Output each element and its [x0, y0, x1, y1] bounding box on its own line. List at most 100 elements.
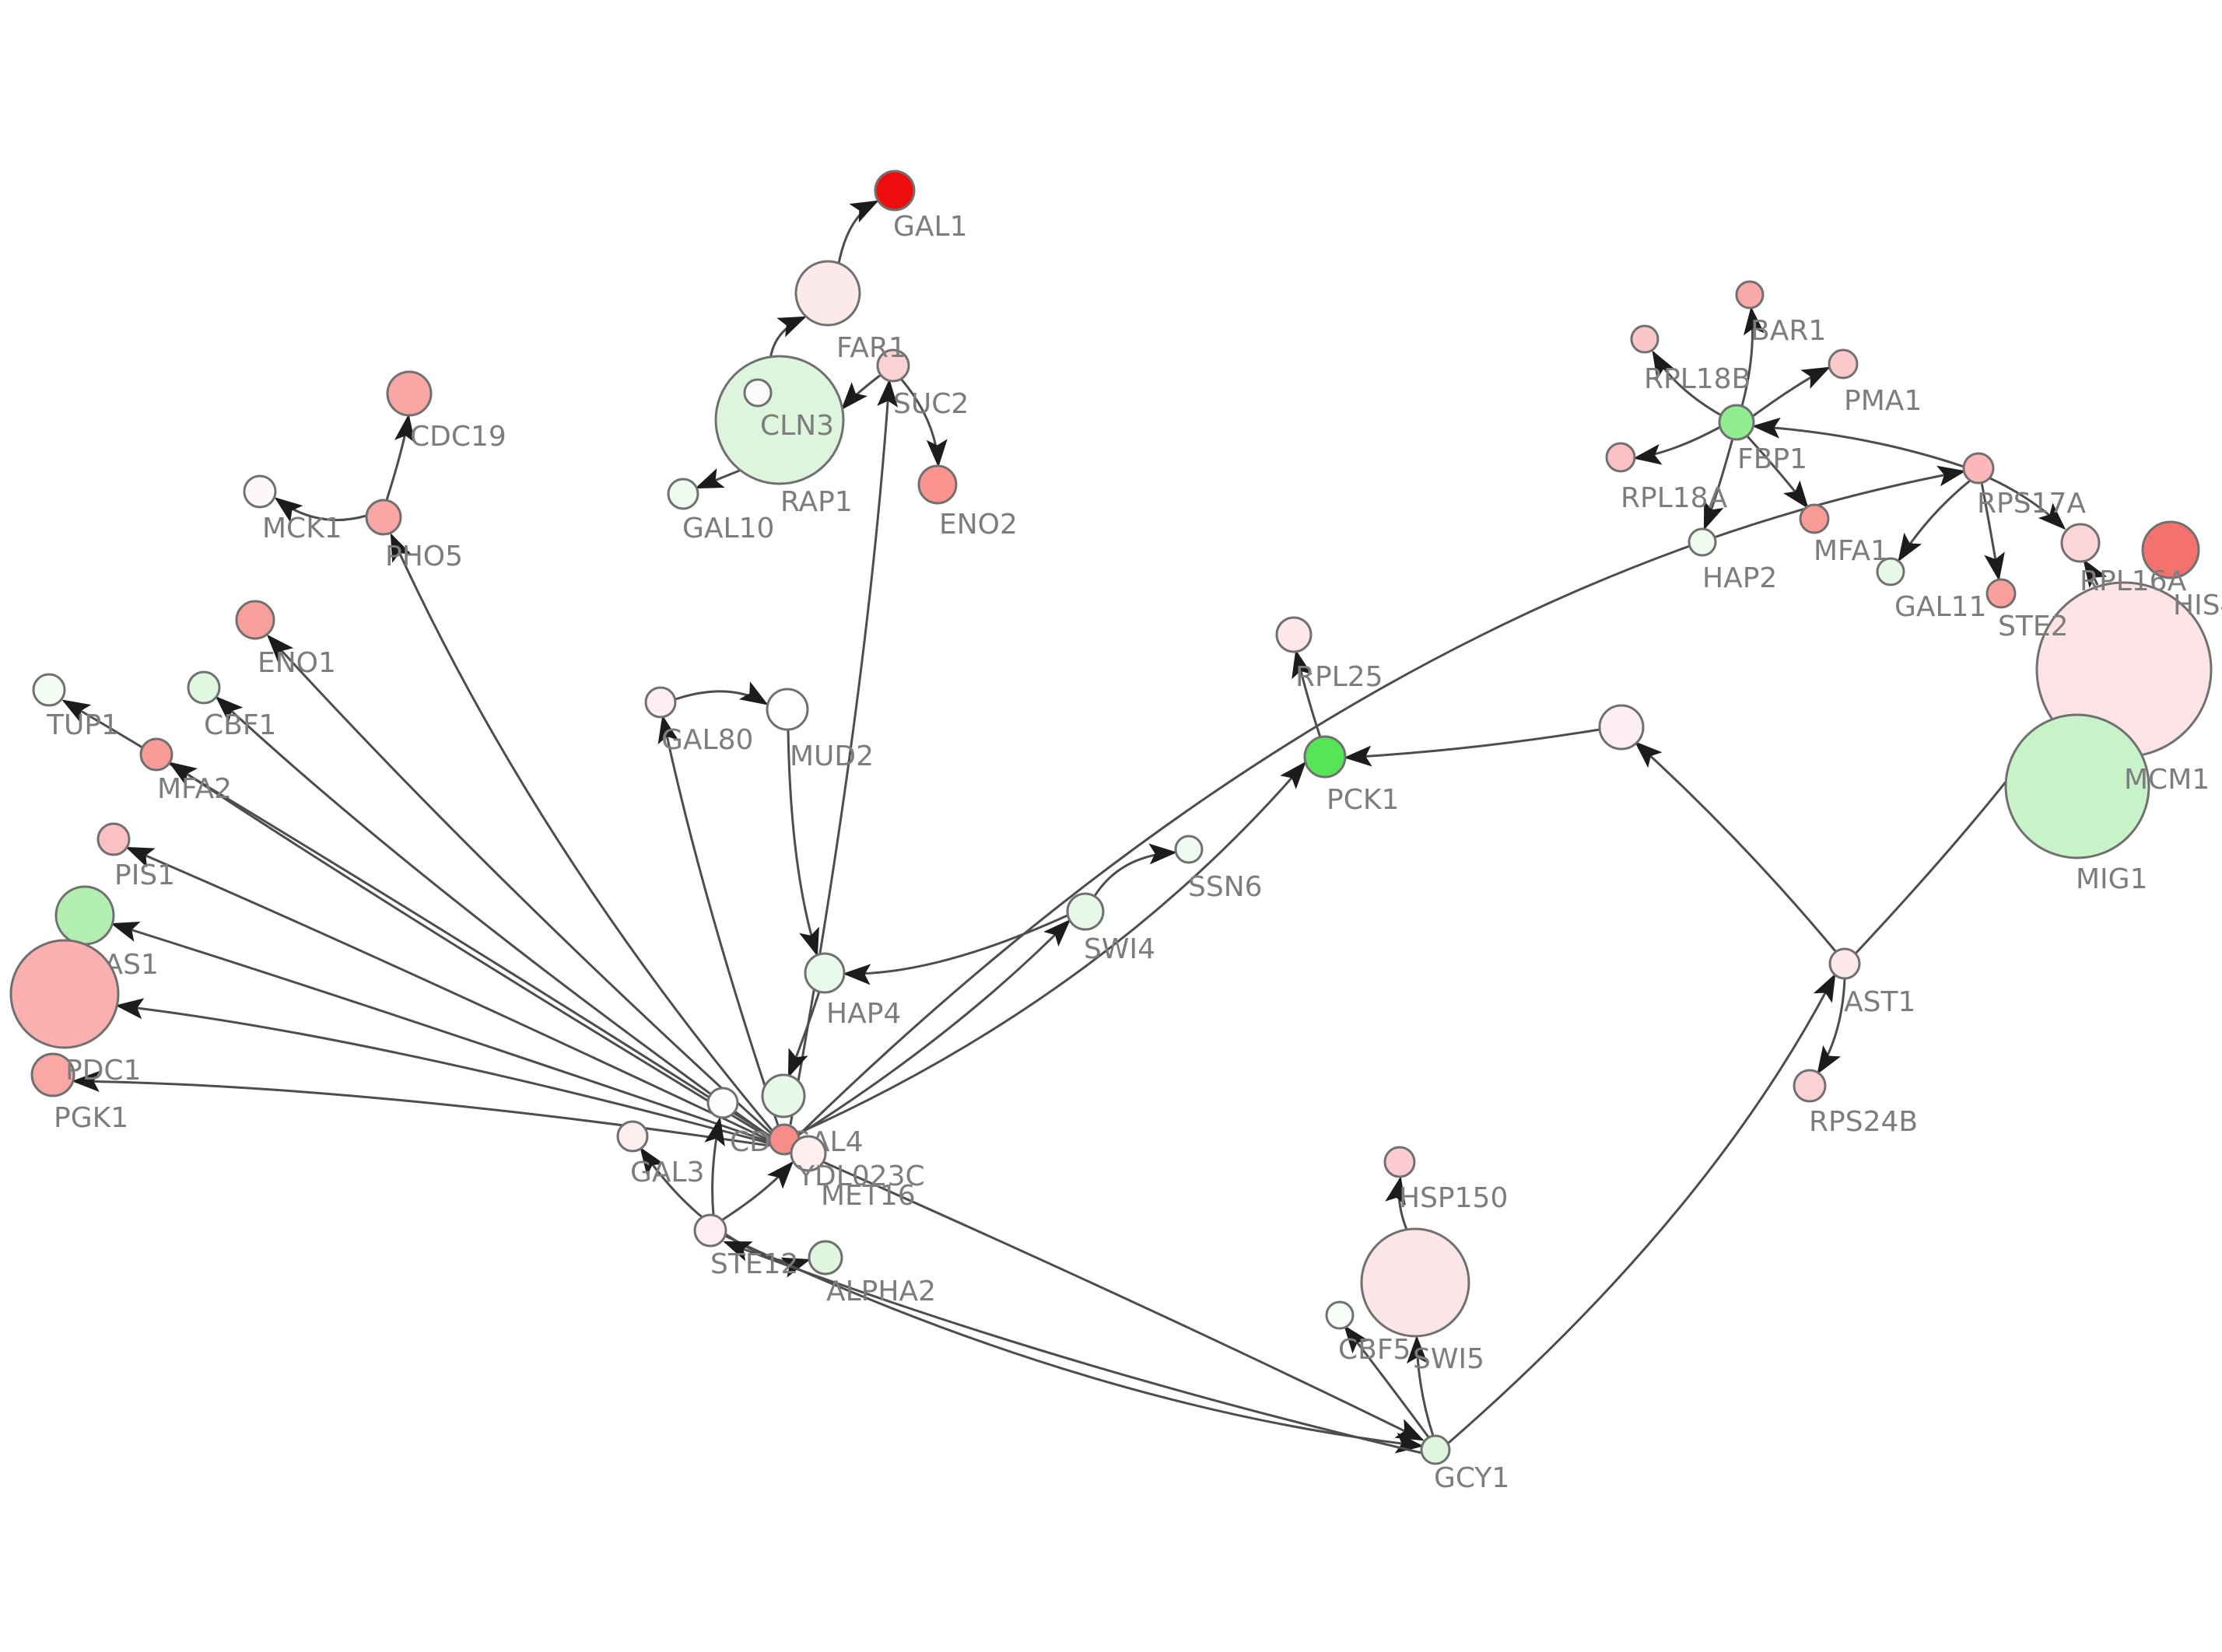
- node-pho5[interactable]: [365, 499, 402, 536]
- node-hap4[interactable]: [804, 952, 846, 994]
- node-rps24b[interactable]: [1793, 1069, 1827, 1103]
- edge-fbp1-bar1[interactable]: [1740, 306, 1765, 407]
- node-gal4[interactable]: [761, 1073, 806, 1118]
- node-gal11[interactable]: [1876, 557, 1905, 586]
- node-rpl16a[interactable]: [2060, 523, 2101, 563]
- edge-ydl023c-mfa2[interactable]: [168, 761, 770, 1139]
- edge-ydl023c-cbf1[interactable]: [215, 695, 770, 1138]
- edge-rps17a-rpl16a[interactable]: [1989, 477, 2066, 530]
- node-far1[interactable]: [794, 260, 861, 327]
- node-cbf1[interactable]: [187, 670, 221, 705]
- edge-ste12-met16[interactable]: [722, 1160, 794, 1221]
- node-unlabeled1[interactable]: [1598, 704, 1645, 751]
- edge-ste12-gcy1[interactable]: [724, 1234, 1424, 1454]
- edge-far1-gal1[interactable]: [837, 200, 879, 264]
- edge-suc2-eno2[interactable]: [899, 378, 948, 467]
- node-ste12[interactable]: [693, 1213, 727, 1248]
- node-ast1[interactable]: [1828, 947, 1861, 980]
- edge-gcy1-cbf5[interactable]: [1344, 1325, 1431, 1439]
- node-gcy1[interactable]: [1420, 1434, 1451, 1465]
- node-rap1[interactable]: [743, 378, 773, 408]
- node-pis1[interactable]: [96, 822, 131, 856]
- edge-swi4-ssn6[interactable]: [1093, 843, 1177, 897]
- edge-ydl023c-swi4[interactable]: [797, 919, 1071, 1137]
- edge-ydl023c-ras1[interactable]: [110, 922, 770, 1143]
- edge-ydl023c-pck1[interactable]: [797, 761, 1306, 1135]
- edge-ste12-cdc[interactable]: [704, 1117, 725, 1216]
- node-rps17a[interactable]: [1962, 452, 1995, 485]
- edge-ydl023c-suc2[interactable]: [789, 379, 899, 1125]
- edge-ydl023c-gcy1[interactable]: [794, 1148, 1425, 1441]
- edge-gcy1-ste12[interactable]: [723, 1241, 1422, 1454]
- node-mfa2[interactable]: [139, 737, 173, 772]
- edge-fbp1-rpl18a[interactable]: [1633, 425, 1721, 465]
- edge-fbp1-hap2[interactable]: [1703, 438, 1734, 530]
- node-eno1[interactable]: [235, 600, 275, 640]
- edge-gcy1-swi5[interactable]: [1407, 1335, 1435, 1437]
- node-ssn6[interactable]: [1174, 835, 1204, 864]
- node-mig1[interactable]: [2004, 713, 2150, 859]
- node-cdc[interactable]: [706, 1087, 739, 1119]
- edge-pck1-rpl25[interactable]: [1291, 649, 1322, 738]
- edge-fbp1-pma1[interactable]: [1752, 366, 1831, 418]
- node-pma1[interactable]: [1828, 348, 1859, 380]
- edge-ydl023c-eno1[interactable]: [266, 634, 773, 1135]
- node-mfa1[interactable]: [1799, 503, 1830, 534]
- edge-fbp1-rpl18b[interactable]: [1652, 350, 1723, 418]
- edge-hap4-gal4[interactable]: [787, 991, 821, 1078]
- node-cbf5[interactable]: [1325, 1300, 1355, 1330]
- node-swi4[interactable]: [1066, 892, 1105, 931]
- edge-ydl023c-pgk1[interactable]: [72, 1070, 770, 1147]
- node-hsp150[interactable]: [1383, 1146, 1416, 1178]
- edge-ste12-gal3[interactable]: [640, 1146, 705, 1220]
- edge-ast1-unlabeled1[interactable]: [1634, 740, 1838, 953]
- node-tup1[interactable]: [32, 673, 66, 707]
- edge-gal80-mud2[interactable]: [675, 681, 769, 705]
- edge-ast1-rps24b[interactable]: [1817, 978, 1846, 1075]
- node-suc2[interactable]: [876, 348, 910, 383]
- edge-ydl023c-gal80[interactable]: [657, 715, 780, 1126]
- node-ras1[interactable]: [54, 885, 115, 946]
- node-met16[interactable]: [790, 1135, 827, 1172]
- edge-pho5-cdc19[interactable]: [385, 414, 415, 501]
- edge-ydl023c-rps17a[interactable]: [797, 465, 1966, 1136]
- node-rpl25[interactable]: [1275, 616, 1313, 653]
- edge-cln3-far1[interactable]: [769, 316, 807, 360]
- edge-mcm1-rpl16a[interactable]: [2083, 558, 2108, 589]
- node-pdc1[interactable]: [9, 939, 120, 1049]
- node-pck1[interactable]: [1303, 735, 1347, 779]
- edge-gcy1-ast1[interactable]: [1448, 973, 1836, 1444]
- edge-rps17a-gal11[interactable]: [1898, 479, 1971, 562]
- node-pgk1[interactable]: [30, 1052, 75, 1097]
- node-his4[interactable]: [2141, 520, 2200, 579]
- node-alpha2[interactable]: [808, 1240, 843, 1276]
- node-fbp1[interactable]: [1718, 404, 1755, 441]
- edge-rps17a-fbp1[interactable]: [1752, 417, 1964, 468]
- node-hap2[interactable]: [1688, 527, 1717, 557]
- edge-suc2-cln3[interactable]: [841, 373, 881, 411]
- node-mud2[interactable]: [766, 688, 809, 731]
- edge-ydl023c-pho5[interactable]: [390, 533, 773, 1131]
- edge-ydl023c-pis1[interactable]: [125, 846, 770, 1142]
- node-bar1[interactable]: [1735, 280, 1765, 310]
- node-rpl18a[interactable]: [1605, 442, 1636, 473]
- edge-mud2-hap4[interactable]: [787, 729, 819, 957]
- node-cdc19[interactable]: [386, 370, 433, 417]
- edge-cln3-gal10[interactable]: [695, 468, 742, 489]
- node-ste2[interactable]: [1985, 578, 2017, 609]
- node-swi5[interactable]: [1360, 1227, 1470, 1338]
- node-gal3[interactable]: [616, 1120, 649, 1153]
- node-rpl18b[interactable]: [1630, 324, 1659, 354]
- node-eno2[interactable]: [917, 464, 958, 505]
- node-gal10[interactable]: [667, 478, 699, 510]
- edge-unlabeled1-pck1[interactable]: [1344, 728, 1600, 767]
- node-gal80[interactable]: [644, 686, 677, 719]
- node-gal1[interactable]: [874, 170, 916, 212]
- edge-pho5-mck1[interactable]: [274, 497, 367, 523]
- edge-swi4-hap4[interactable]: [843, 914, 1068, 985]
- node-mck1[interactable]: [243, 474, 277, 509]
- edge-ydl023c-pdc1[interactable]: [115, 998, 770, 1145]
- edge-ydl023c-tup1[interactable]: [61, 699, 770, 1137]
